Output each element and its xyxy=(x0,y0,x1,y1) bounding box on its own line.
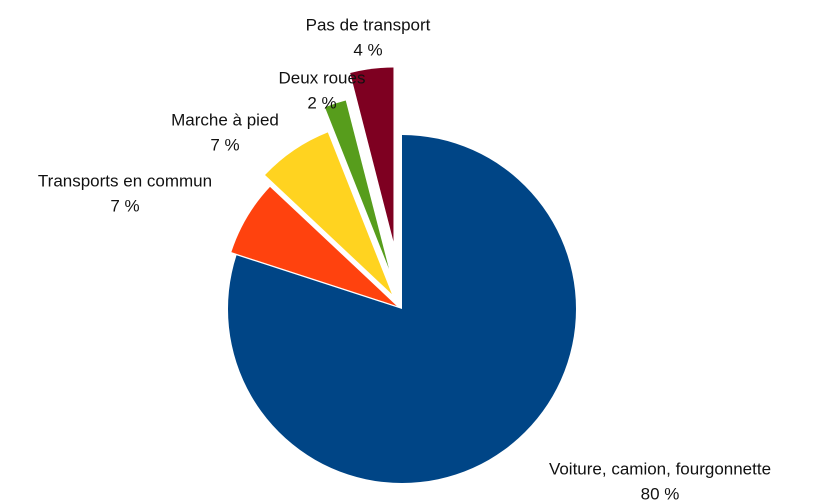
slice-value-label: 7 % xyxy=(110,196,139,215)
slice-label: Marche à pied xyxy=(171,110,279,129)
slice-value-label: 80 % xyxy=(641,484,680,502)
pie-slice xyxy=(265,132,392,295)
slice-label: Pas de transport xyxy=(306,15,431,34)
pie-slice xyxy=(324,100,390,270)
pie-slice xyxy=(228,135,576,483)
slice-label: Transports en commun xyxy=(38,171,212,190)
pie-slice xyxy=(350,67,394,242)
slice-label: Deux roues xyxy=(279,68,366,87)
slice-label: Voiture, camion, fourgonnette xyxy=(549,459,771,478)
slice-value-label: 4 % xyxy=(353,40,382,59)
pie-slice xyxy=(231,186,397,306)
slice-value-label: 2 % xyxy=(307,93,336,112)
slice-value-label: 7 % xyxy=(210,135,239,154)
